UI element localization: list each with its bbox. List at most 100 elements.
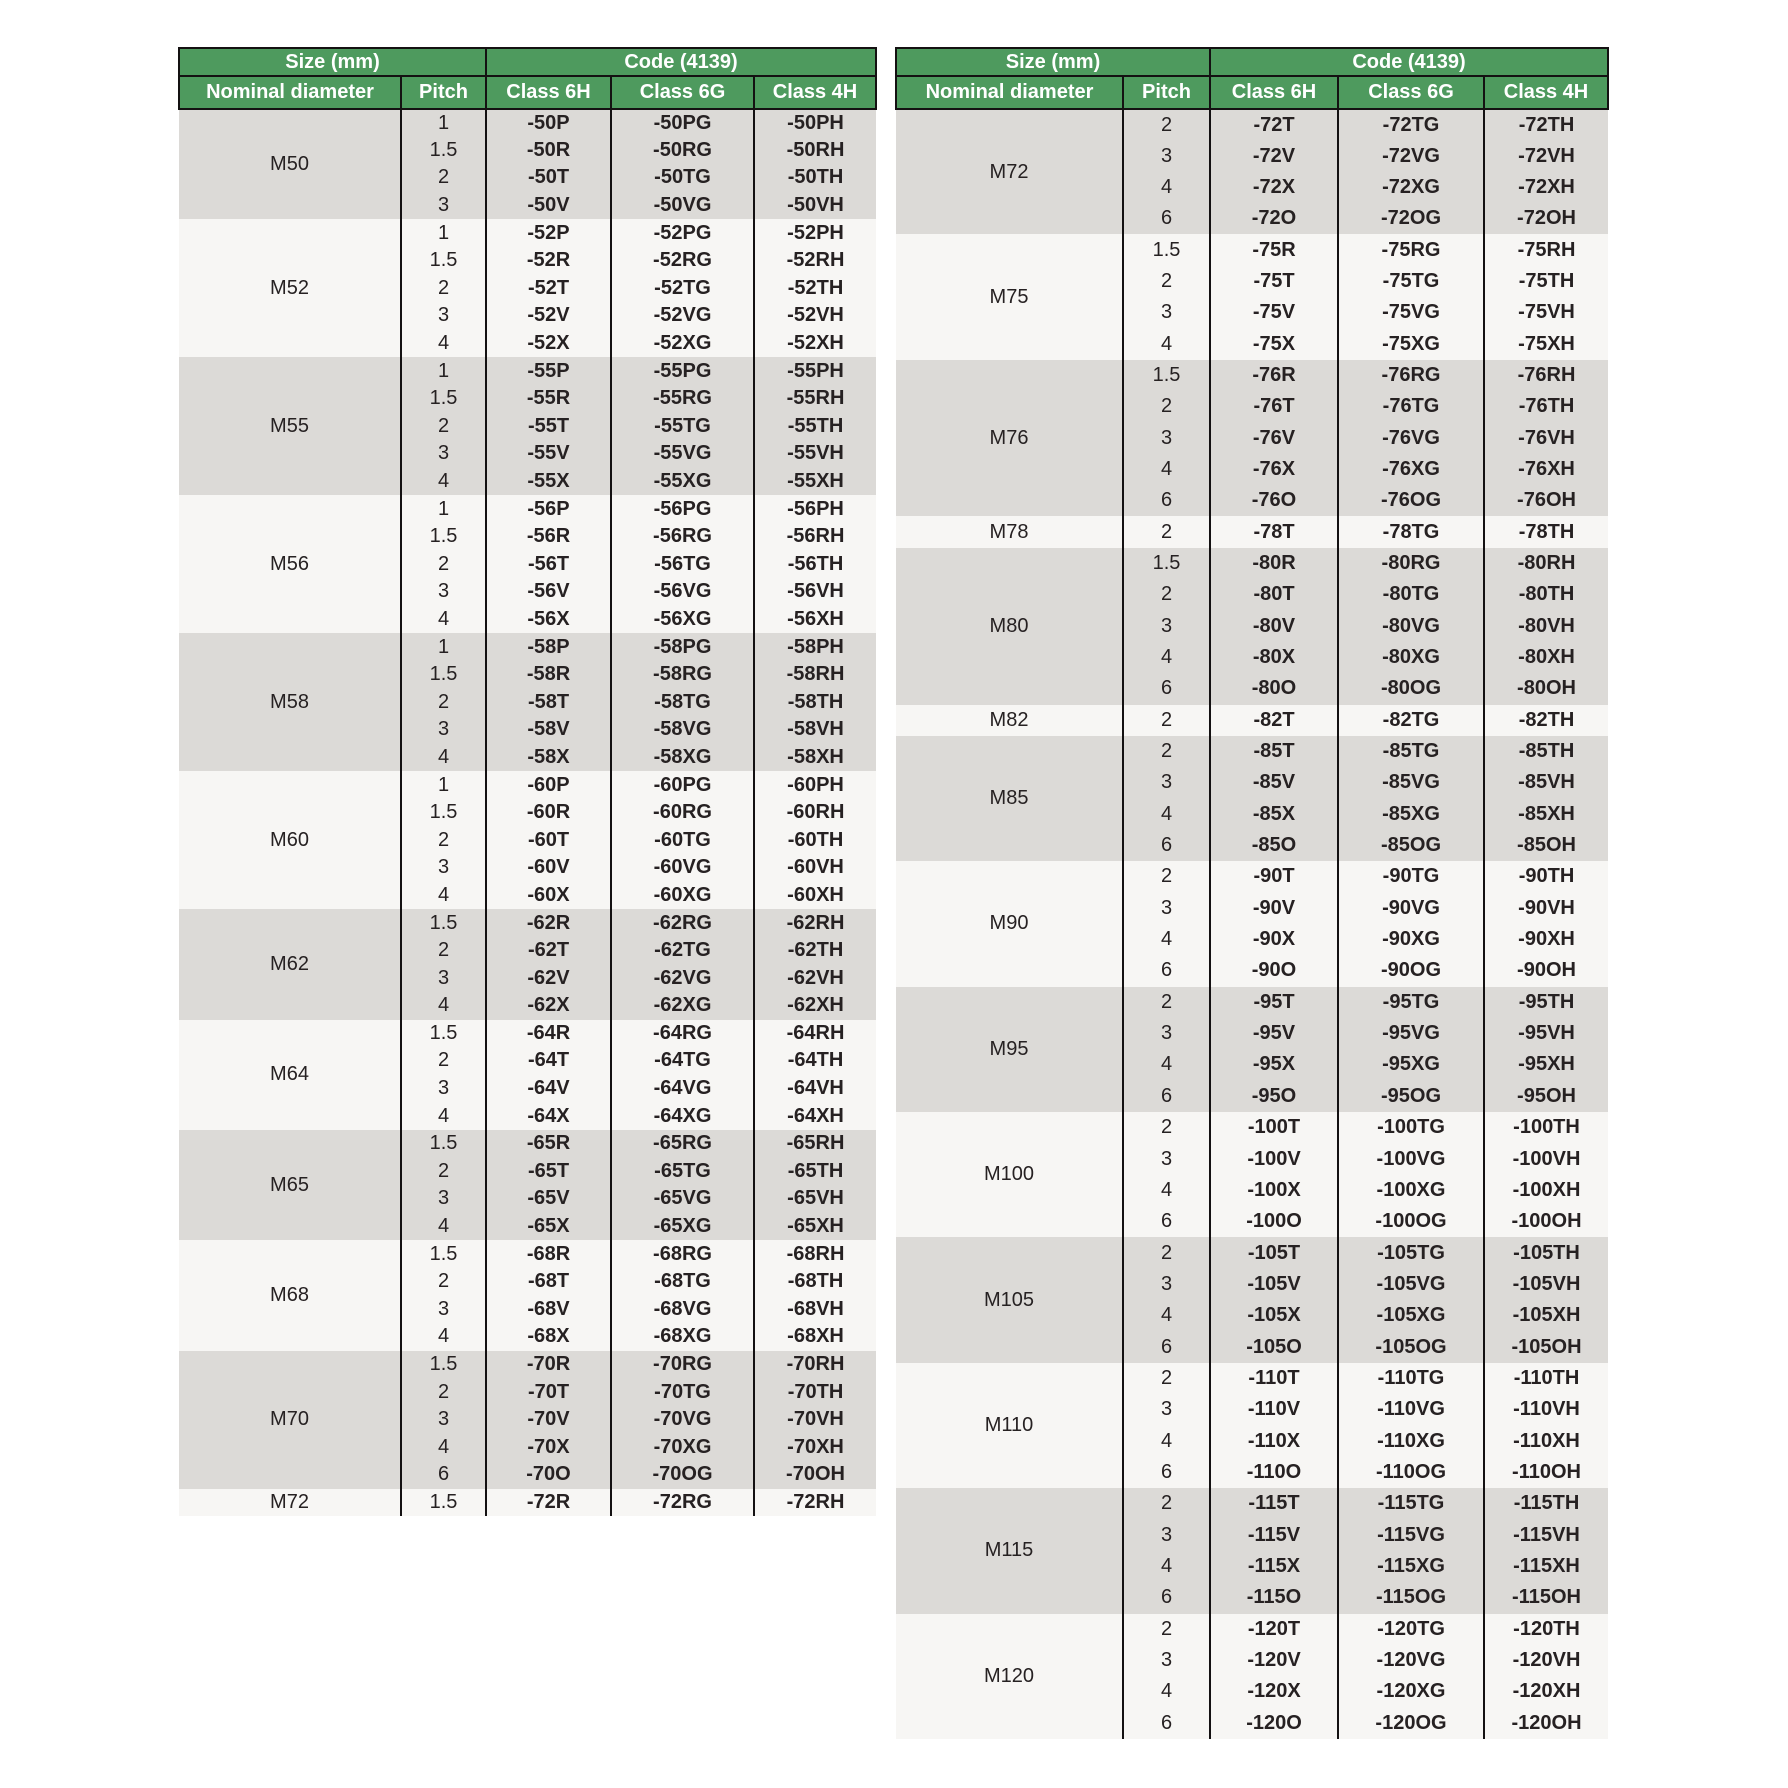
table-row: M115 2 -115T -115TG -115TH xyxy=(896,1488,1609,1614)
table-row: 3 -80V -80VG -80VH xyxy=(896,610,1609,642)
diameter-group: M120 2 -120T -120TG -120TH 3 -120V -120VG -120VH… xyxy=(896,1613,1609,1739)
code-6g-cell: -115TG xyxy=(1337,1488,1484,1520)
code-4h-cell: -62TH xyxy=(752,936,877,965)
code-6g-cell: -50RG xyxy=(610,136,754,165)
code-6g-cell: -68TG xyxy=(610,1267,754,1296)
table-row: 4 -90X -90XG -90XH xyxy=(896,923,1609,956)
code-4h-cell: -90TH xyxy=(1482,861,1609,893)
pitch-cell: 4 xyxy=(400,329,486,358)
code-6h-cell: -76X xyxy=(1209,453,1338,486)
code-6g-cell: -120XG xyxy=(1337,1676,1484,1708)
code-4h-cell: -120TH xyxy=(1482,1613,1609,1645)
table-row: 3 -115V -115VG -115VH xyxy=(896,1519,1609,1551)
code-6h-cell: -55R xyxy=(485,384,611,413)
code-6h-cell: -55X xyxy=(485,467,611,496)
table-row: 3 -65V -65VG -65VH xyxy=(179,1185,877,1213)
diameter-cell: M72 xyxy=(179,1488,401,1517)
pitch-cell: 2 xyxy=(400,164,486,192)
pitch-cell: 4 xyxy=(400,1323,486,1351)
pitch-cell: 3 xyxy=(400,964,486,992)
code-4h-cell: -64RH xyxy=(752,1019,877,1048)
code-6h-cell: -78T xyxy=(1209,516,1338,548)
code-6g-cell: -58XG xyxy=(610,743,754,772)
code-6g-cell: -85XG xyxy=(1337,798,1484,830)
pitch-cell: 6 xyxy=(1122,1582,1210,1614)
code-4h-cell: -72RH xyxy=(752,1488,877,1517)
table-row: 4 -60X -60XG -60XH xyxy=(179,881,877,910)
pitch-cell: 2 xyxy=(400,1047,486,1075)
table-row: M105 2 -105T -105TG -105TH xyxy=(896,1237,1609,1363)
code-4h-cell: -60XH xyxy=(752,881,877,910)
pitch-cell: 4 xyxy=(400,467,486,496)
code-6g-cell: -56XG xyxy=(610,605,754,634)
code-4h-cell: -58RH xyxy=(752,660,877,689)
code-6g-cell: -55PG xyxy=(610,357,754,385)
diameter-cell: M65 xyxy=(179,1129,401,1241)
table-row: 3 -95V -95VG -95VH xyxy=(896,1017,1609,1050)
code-4h-cell: -52PH xyxy=(752,219,877,247)
table-row: 3 -90V -90VG -90VH xyxy=(896,892,1609,924)
table-row: 6 -90O -90OG -90OH xyxy=(896,955,1609,987)
code-6h-cell: -72R xyxy=(485,1488,611,1517)
table-row: 6 -85O -85OG -85OH xyxy=(896,829,1609,862)
table-row: M110 2 -110T -110TG -110TH xyxy=(896,1362,1609,1489)
pitch-cell: 1.5 xyxy=(400,1488,486,1517)
code-4h-cell: -120XH xyxy=(1482,1676,1609,1708)
pitch-cell: 1 xyxy=(400,219,486,247)
code-6g-cell: -100OG xyxy=(1337,1206,1484,1238)
code-6g-cell: -90XG xyxy=(1337,923,1484,956)
code-6h-cell: -75R xyxy=(1209,234,1338,266)
header-code-group: Code (4139) xyxy=(484,47,878,77)
pitch-cell: 1.5 xyxy=(400,660,486,689)
table-row: 2 -64T -64TG -64TH xyxy=(179,1047,877,1075)
table-row: 4 -64X -64XG -64XH xyxy=(179,1102,877,1130)
diameter-cell: M78 xyxy=(896,516,1123,548)
code-4h-cell: -95OH xyxy=(1482,1080,1609,1112)
code-4h-cell: -68XH xyxy=(752,1323,877,1351)
pitch-cell: 2 xyxy=(400,936,486,965)
pitch-cell: 3 xyxy=(400,191,486,220)
pitch-cell: 2 xyxy=(400,826,486,855)
pitch-cell: 6 xyxy=(1122,1080,1210,1112)
diameter-cell: M75 xyxy=(896,234,1123,360)
code-4h-cell: -72XH xyxy=(1482,171,1609,204)
code-6h-cell: -50V xyxy=(485,191,611,220)
code-4h-cell: -110XH xyxy=(1482,1425,1609,1457)
code-4h-cell: -55XH xyxy=(752,467,877,496)
code-6h-cell: -72V xyxy=(1209,140,1338,172)
diameter-group: M62 1.5 -62R -62RG -62RH 2 -62T -62TG -62TH 3 -62V… xyxy=(179,909,877,1020)
diameter-group: M100 2 -100T -100TG -100TH 3 -100V -100VG -100VH… xyxy=(896,1112,1609,1238)
code-6h-cell: -72X xyxy=(1209,171,1338,204)
code-4h-cell: -90XH xyxy=(1482,923,1609,956)
diameter-group: M75 1.5 -75R -75RG -75RH 2 -75T -75TG -75TH 3 -75V… xyxy=(896,234,1609,360)
pitch-cell: 4 xyxy=(400,992,486,1020)
code-6g-cell: -105OG xyxy=(1337,1331,1484,1363)
code-4h-cell: -70OH xyxy=(752,1461,877,1489)
code-4h-cell: -85XH xyxy=(1482,798,1609,830)
code-6g-cell: -56RG xyxy=(610,522,754,551)
table-row: M76 1.5 -76R -76RG -76RH xyxy=(896,359,1609,517)
code-6g-cell: -80TG xyxy=(1337,579,1484,611)
code-4h-cell: -72OH xyxy=(1482,203,1609,235)
code-6g-cell: -80VG xyxy=(1337,610,1484,642)
diameter-cell: M50 xyxy=(179,109,401,220)
code-4h-cell: -76RH xyxy=(1482,359,1609,392)
table-row: 3 -52V -52VG -52VH xyxy=(179,302,877,330)
table-row: 6 -80O -80OG -80OH xyxy=(896,673,1609,705)
table-row: 4 -95X -95XG -95XH xyxy=(896,1049,1609,1081)
pitch-cell: 1.5 xyxy=(400,1019,486,1048)
table-row: M100 2 -100T -100TG -100TH xyxy=(896,1112,1609,1238)
table-row: M60 1 -60P -60PG -60PH xyxy=(179,771,877,910)
code-6h-cell: -115O xyxy=(1209,1582,1338,1614)
code-6h-cell: -60V xyxy=(485,854,611,882)
code-4h-cell: -56VH xyxy=(752,578,877,606)
code-4h-cell: -62XH xyxy=(752,992,877,1020)
diameter-group: M105 2 -105T -105TG -105TH 3 -105V -105VG -105VH… xyxy=(896,1237,1609,1363)
pitch-cell: 1.5 xyxy=(400,522,486,551)
code-6g-cell: -72TG xyxy=(1337,109,1484,141)
code-6h-cell: -70V xyxy=(485,1405,611,1434)
table-row: 6 -70O -70OG -70OH xyxy=(179,1461,877,1489)
table-row: 3 -64V -64VG -64VH xyxy=(179,1074,877,1103)
pitch-cell: 2 xyxy=(1122,861,1210,893)
code-6g-cell: -58VG xyxy=(610,716,754,744)
